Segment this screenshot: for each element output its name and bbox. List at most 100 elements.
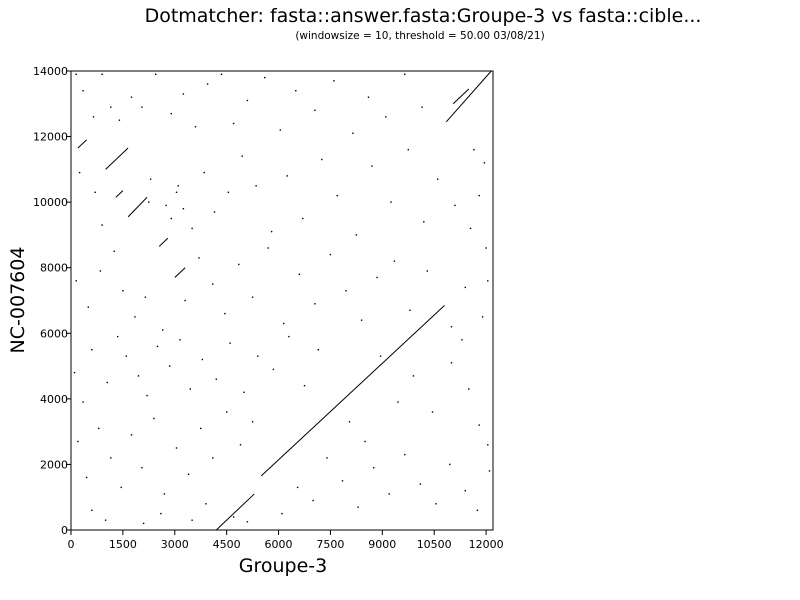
match-dot <box>101 73 103 75</box>
match-dot <box>220 73 223 75</box>
match-dot <box>184 299 186 302</box>
match-dot <box>371 165 373 167</box>
match-dot <box>264 76 266 79</box>
match-dot <box>198 257 200 259</box>
match-dot <box>246 99 249 102</box>
match-dot <box>478 194 480 197</box>
match-dot <box>485 247 487 249</box>
match-dot <box>200 427 202 430</box>
match-dot <box>182 93 185 95</box>
match-dot <box>117 335 119 338</box>
match-dot <box>110 457 112 459</box>
match-dot <box>286 175 288 177</box>
match-dot <box>431 411 434 413</box>
match-dot <box>153 417 155 420</box>
match-dot <box>106 381 108 384</box>
match-dot <box>182 208 185 210</box>
data-layer <box>73 70 492 531</box>
match-dot <box>404 73 406 75</box>
match-dot <box>357 506 359 508</box>
match-dot <box>94 191 96 193</box>
match-diagonal-segment <box>127 196 148 218</box>
match-dot <box>267 247 269 249</box>
match-diagonal-segment <box>260 305 445 477</box>
match-dot <box>423 221 425 223</box>
match-dot <box>317 349 319 351</box>
match-dot <box>281 512 283 515</box>
match-dot <box>120 486 122 489</box>
match-dot <box>251 421 254 423</box>
x-tick-label: 7500 <box>316 538 344 551</box>
match-dot <box>437 178 439 180</box>
x-tick-label: 10500 <box>417 538 452 551</box>
match-dot <box>187 473 190 475</box>
match-dot <box>98 427 100 430</box>
match-dot <box>232 122 235 125</box>
match-dot <box>201 358 204 361</box>
match-dot <box>75 73 77 75</box>
match-dot <box>419 483 422 485</box>
match-dot <box>352 132 354 134</box>
match-dot <box>449 463 451 466</box>
match-dot <box>296 486 299 489</box>
match-dot <box>487 444 489 446</box>
match-dot <box>270 230 273 233</box>
match-dot <box>464 490 466 492</box>
match-dot <box>104 519 107 521</box>
match-dot <box>92 116 95 118</box>
match-dot <box>488 470 491 472</box>
match-dot <box>390 201 392 203</box>
match-dot <box>170 112 172 115</box>
match-dot <box>397 401 399 403</box>
match-dot <box>77 440 79 443</box>
match-dot <box>355 234 358 236</box>
match-dot <box>255 185 257 187</box>
match-dot <box>118 119 121 121</box>
match-dot <box>215 378 217 380</box>
match-dot <box>73 371 76 374</box>
match-dot <box>412 375 415 377</box>
match-dot <box>295 90 297 92</box>
match-dot <box>239 444 242 446</box>
match-dot <box>155 73 157 75</box>
match-dot <box>125 355 127 357</box>
match-dot <box>130 96 133 98</box>
chart-title: Dotmatcher: fasta::answer.fasta:Groupe-3… <box>145 5 702 27</box>
match-dot <box>314 109 316 111</box>
match-dot <box>379 355 382 357</box>
match-dot <box>461 339 463 341</box>
match-dot <box>469 227 472 230</box>
match-dot <box>241 155 243 157</box>
match-dot <box>156 345 159 348</box>
match-diagonal-segment <box>452 88 470 105</box>
match-dot <box>146 394 148 397</box>
match-dot <box>393 260 396 262</box>
x-axis: 0 1500 3000 4500 6000 7500 9000 10500 12000 <box>68 530 504 551</box>
match-diagonal-segment <box>115 190 124 198</box>
x-tick-label: 0 <box>68 538 75 551</box>
match-dot <box>478 424 480 426</box>
x-tick-label: 1500 <box>109 538 137 551</box>
match-dot <box>341 480 344 482</box>
match-dot <box>78 171 81 174</box>
match-dot <box>206 83 209 85</box>
match-dot <box>421 106 423 108</box>
match-dot <box>298 273 300 275</box>
match-dot <box>407 149 409 151</box>
match-dot <box>483 162 486 164</box>
y-tick-label: 8000 <box>40 262 68 275</box>
match-dot <box>426 270 428 272</box>
match-dot <box>345 290 347 292</box>
y-tick-label: 0 <box>61 524 68 537</box>
match-dot <box>163 493 166 495</box>
match-diagonal-segment <box>77 139 87 149</box>
match-dot <box>481 316 484 318</box>
match-dot <box>82 90 84 92</box>
match-dot <box>168 365 171 367</box>
match-dot <box>91 509 93 511</box>
match-dot <box>388 493 390 495</box>
match-dot <box>450 326 453 328</box>
match-dot <box>113 250 115 252</box>
match-dot <box>303 385 306 387</box>
match-dot <box>148 201 150 203</box>
